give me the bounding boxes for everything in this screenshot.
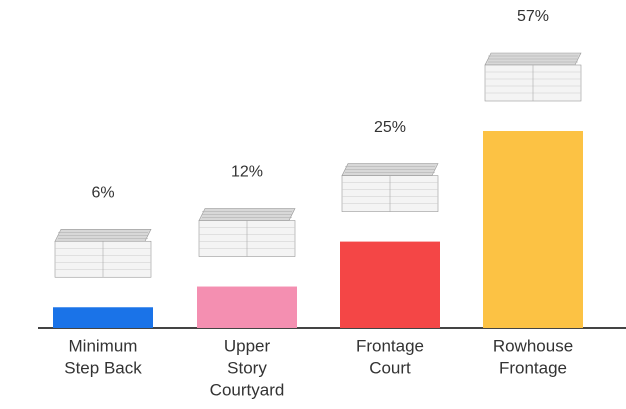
x-tick-label: Courtyard — [210, 380, 285, 399]
value-label: 6% — [91, 184, 114, 201]
x-tick-label: Court — [369, 358, 411, 377]
value-label: 12% — [231, 164, 263, 181]
value-label: 57% — [517, 8, 549, 25]
x-tick-label: Minimum — [69, 336, 138, 355]
bar — [483, 131, 583, 328]
x-tick-label: Step Back — [64, 358, 142, 377]
value-label: 25% — [374, 119, 406, 136]
bar — [53, 307, 153, 328]
building-illustration — [341, 163, 439, 212]
building-illustration — [54, 228, 152, 278]
x-tick-label: Frontage — [499, 358, 567, 377]
bar — [340, 241, 440, 328]
x-tick-label: Rowhouse — [493, 336, 573, 355]
x-tick-label: Frontage — [356, 336, 424, 355]
building-illustration — [484, 52, 582, 102]
bar — [197, 286, 297, 328]
building-illustration — [198, 208, 296, 257]
x-tick-label: Upper — [224, 336, 271, 355]
x-tick-label: Story — [227, 358, 267, 377]
